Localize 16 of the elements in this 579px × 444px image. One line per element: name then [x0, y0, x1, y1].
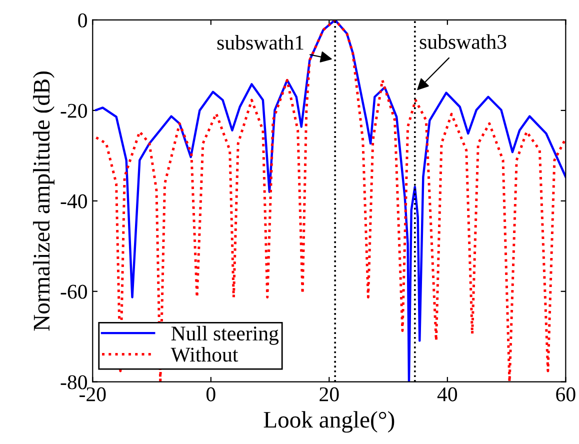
- y-tick-label: 0: [78, 13, 87, 28]
- ref-line-label: subswath1: [217, 35, 304, 50]
- x-tick-label: 0: [206, 387, 216, 402]
- y-tick-label: -80: [60, 375, 87, 390]
- legend-label: Without: [170, 347, 238, 362]
- x-tick-label: 60: [556, 387, 576, 402]
- y-tick-label: -40: [60, 194, 87, 208]
- x-tick-label: 40: [437, 387, 458, 402]
- x-tick-label: 20: [320, 387, 339, 402]
- x-tick-label: -20: [80, 387, 106, 402]
- ref-line-label: subswath3: [420, 34, 506, 49]
- legend-label: Null steering: [171, 326, 279, 345]
- y-tick-label: -20: [60, 104, 87, 118]
- x-axis-title: Look angle(°): [264, 411, 394, 433]
- y-axis-title: Normalized amplitude (dB): [33, 71, 54, 331]
- y-tick-label: -60: [60, 284, 87, 299]
